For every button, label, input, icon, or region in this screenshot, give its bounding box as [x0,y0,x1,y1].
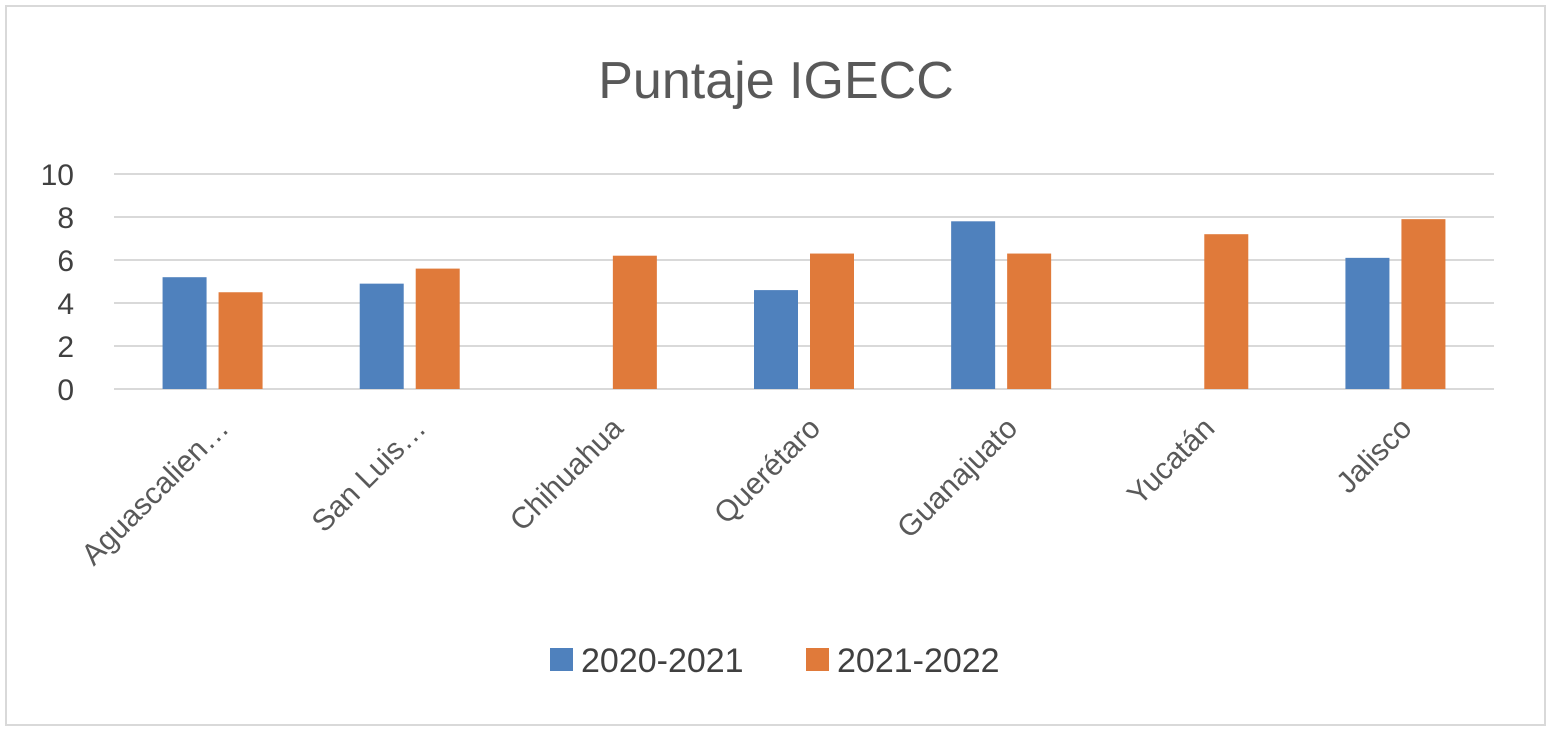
bar-2021-2022-5 [1204,234,1249,389]
x-tick-label: Yucatán [1121,412,1221,512]
x-tick-label: Guanajuato [891,412,1024,545]
bar-2021-2022-2 [612,255,657,389]
bar-2020-2021-3 [754,290,798,389]
x-tick-label: Chihuahua [504,411,630,537]
legend-label: 2021-2022 [837,642,1000,680]
legend-swatch-2020-2021 [550,648,573,671]
x-tick-label: Jalisco [1330,412,1418,500]
x-tick-label: San Luis… [306,412,433,539]
chart-title: Puntaje IGECC [598,52,954,110]
bar-2020-2021-1 [359,283,404,389]
bar-2021-2022-0 [218,292,263,389]
bar-2021-2022-1 [415,268,460,389]
y-tick-label: 2 [57,331,74,364]
gridlines [114,173,1494,390]
x-axis-ticks: Aguascalien… San Luis… Chihuahua Querétaro G… [75,411,1418,571]
y-tick-label: 10 [41,159,74,192]
legend-label: 2020-2021 [581,642,744,680]
y-tick-label: 4 [57,288,74,321]
x-tick-label: Querétaro [708,412,827,531]
bar-2020-2021-6 [1345,257,1390,389]
bar-2021-2022-3 [810,253,854,389]
bar-2020-2021-4 [951,221,996,389]
y-tick-label: 0 [57,374,74,407]
y-tick-label: 6 [57,245,74,278]
bar-2021-2022-4 [1007,253,1052,389]
bar-2020-2021-0 [162,277,207,389]
legend-swatch-2021-2022 [806,648,829,671]
y-axis-ticks: 0 2 4 6 8 10 [41,159,74,407]
legend: 2020-2021 2021-2022 [550,642,1000,680]
bars [162,219,1446,389]
bar-2021-2022-6 [1401,219,1446,389]
x-tick-label: Aguascalien… [75,412,235,572]
y-tick-label: 8 [57,202,74,235]
